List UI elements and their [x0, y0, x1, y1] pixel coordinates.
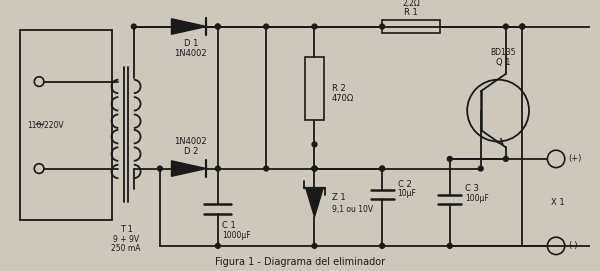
Circle shape [520, 24, 524, 29]
Circle shape [264, 24, 269, 29]
Circle shape [312, 243, 317, 248]
Bar [20, 30, 112, 220]
Text: 470Ω: 470Ω [332, 95, 354, 104]
Circle shape [503, 156, 508, 161]
Circle shape [312, 166, 317, 171]
Circle shape [380, 166, 385, 171]
Text: T 1: T 1 [119, 225, 133, 234]
Circle shape [503, 24, 508, 29]
Text: BD135: BD135 [490, 48, 515, 57]
Circle shape [157, 166, 162, 171]
Polygon shape [306, 188, 323, 217]
Text: (-): (-) [569, 241, 578, 250]
Text: C 3: C 3 [465, 184, 479, 193]
Text: 1000μF: 1000μF [222, 231, 250, 240]
Text: 1N4002: 1N4002 [175, 49, 207, 58]
Text: ~: ~ [33, 118, 45, 132]
Circle shape [380, 166, 385, 171]
Text: X 1: X 1 [551, 198, 565, 207]
Text: 10μF: 10μF [398, 189, 416, 198]
Circle shape [520, 24, 524, 29]
Circle shape [448, 156, 452, 161]
Circle shape [215, 166, 220, 171]
Text: (+): (+) [569, 154, 582, 163]
Text: D 1: D 1 [184, 39, 198, 49]
Circle shape [264, 166, 269, 171]
Text: Figura 1 - Diagrama del eliminador: Figura 1 - Diagrama del eliminador [215, 257, 385, 267]
Circle shape [215, 243, 220, 248]
Bar [305, 57, 324, 120]
Circle shape [215, 24, 220, 29]
Circle shape [215, 24, 220, 29]
Text: 100μF: 100μF [465, 194, 489, 203]
Circle shape [448, 243, 452, 248]
Circle shape [312, 166, 317, 171]
Circle shape [380, 243, 385, 248]
Text: Z 1: Z 1 [332, 193, 346, 202]
Polygon shape [172, 19, 206, 34]
Text: R 1: R 1 [404, 8, 418, 18]
Text: Q 1: Q 1 [496, 58, 510, 67]
Text: 9 + 9V: 9 + 9V [113, 235, 139, 244]
Circle shape [312, 166, 317, 171]
Text: C 1: C 1 [222, 221, 235, 230]
Text: D 2: D 2 [184, 147, 198, 156]
Polygon shape [172, 161, 206, 176]
Circle shape [312, 24, 317, 29]
Text: C 2: C 2 [398, 179, 412, 189]
Bar [382, 20, 440, 33]
Circle shape [131, 24, 136, 29]
Circle shape [312, 142, 317, 147]
Text: 110/220V: 110/220V [28, 121, 64, 130]
Text: 250 mA: 250 mA [112, 244, 141, 253]
Circle shape [380, 24, 385, 29]
Text: 9,1 ou 10V: 9,1 ou 10V [332, 205, 373, 214]
Circle shape [478, 166, 483, 171]
Text: R 2: R 2 [332, 84, 346, 93]
Text: 2,2Ω: 2,2Ω [402, 0, 420, 8]
Text: 1N4002: 1N4002 [175, 137, 207, 146]
